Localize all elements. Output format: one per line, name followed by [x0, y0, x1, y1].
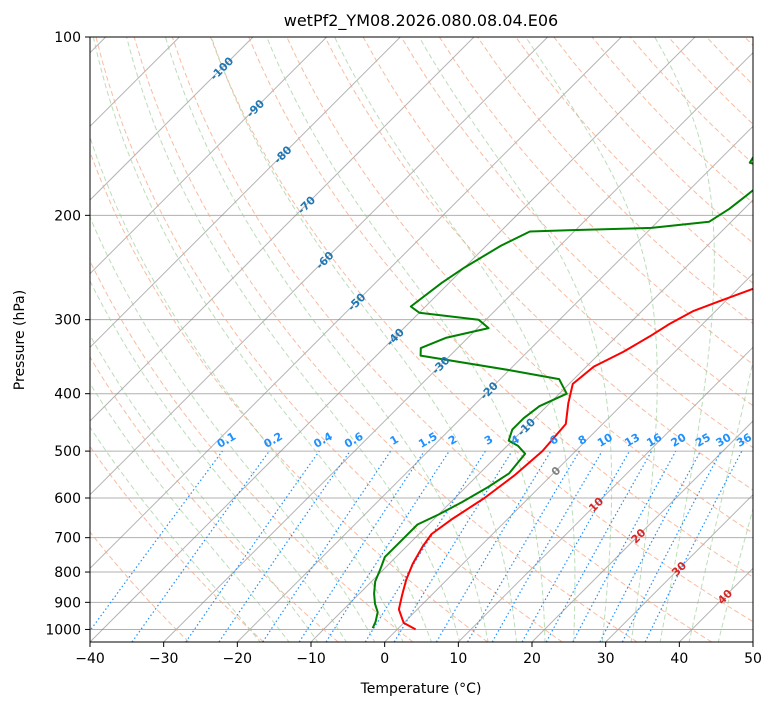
y-tick-label: 1000: [45, 622, 81, 638]
x-tick-label: 30: [597, 651, 615, 667]
y-tick-label: 600: [54, 491, 81, 507]
x-tick-label: 10: [449, 651, 467, 667]
x-tick-label: −30: [149, 651, 179, 667]
y-tick-label: 400: [54, 387, 81, 403]
moist-adiabat: [210, 37, 518, 642]
dry-adiabat: [90, 356, 339, 642]
isotherm-gridline: [457, 346, 753, 642]
moist-adiabat: [525, 37, 658, 642]
moist-adiabat: [688, 358, 753, 642]
data-layer: [371, 155, 753, 631]
mixing-ratio-line: [90, 450, 223, 632]
moist-adiabat: [266, 37, 546, 642]
mixing-ratio-line: [185, 450, 320, 642]
moist-adiabat: [164, 37, 489, 642]
dry-adiabat: [90, 259, 414, 642]
mixing-ratio-line: [393, 450, 513, 642]
moist-adiabat: [90, 135, 404, 642]
dry-adiabat: [133, 37, 638, 642]
y-axis: 100 200 300 400 500 600 700 800 900 1000: [45, 30, 90, 638]
x-tick-label: 0: [380, 651, 389, 667]
moist-adiabat: [90, 426, 261, 642]
moist-adiabat: [90, 334, 319, 642]
isotherm-gridline: [90, 37, 696, 642]
moist-adiabat: [92, 37, 432, 642]
dry-adiabat: [248, 37, 753, 578]
moist-adiabat: [334, 37, 576, 642]
isotherm-gridline: [605, 493, 753, 642]
isotherm-gridline: [90, 37, 475, 422]
moist-adiabat: [418, 37, 613, 642]
mixing-ratio-line: [262, 450, 392, 642]
y-tick-label: 200: [54, 208, 81, 224]
dry-adiabat: [515, 37, 753, 284]
mixing-ratio-line: [644, 450, 743, 642]
y-tick-label: 100: [54, 30, 81, 46]
dry-adiabat: [90, 150, 488, 642]
x-tick-label: 40: [670, 651, 688, 667]
dry-adiabat: [90, 445, 264, 642]
isotherm-gridline: [90, 37, 622, 570]
y-axis-label: Pressure (hPa): [12, 290, 28, 390]
isotherm-gridline: [531, 420, 753, 642]
x-axis: −40 −30 −20 −10 0 10 20 30 40 50: [75, 642, 762, 667]
chart-title: wetPf2_YM08.2026.080.08.04.E06: [284, 11, 558, 31]
mixing-ratio-line: [521, 450, 631, 642]
moist-adiabat: [654, 37, 715, 642]
isotherm-gridline: [90, 37, 401, 349]
y-tick-label: 700: [54, 531, 81, 547]
isotherm-gridline: [90, 37, 254, 201]
isotherm-gridline: [90, 37, 328, 275]
y-tick-label: 300: [54, 313, 81, 329]
mixing-ratio-line: [298, 450, 425, 642]
mixing-ratio-line: [572, 450, 677, 642]
moist-adiabat: [90, 382, 290, 642]
moist-adiabat: [126, 37, 461, 642]
dry-adiabat: [95, 37, 563, 642]
y-tick-label: 800: [54, 565, 81, 581]
isotherm-gridline: [236, 125, 753, 642]
moist-adiabat: [717, 506, 753, 642]
x-tick-label: 50: [744, 651, 762, 667]
plot-frame: [89, 36, 754, 643]
x-tick-label: 20: [523, 651, 541, 667]
x-tick-label: −10: [296, 651, 326, 667]
isotherm-gridline: [163, 51, 753, 642]
moist-adiabat: [90, 215, 376, 642]
mixing-ratio-label: 36: [734, 431, 754, 450]
dry-adiabat: [171, 37, 712, 642]
y-tick-label: 900: [54, 595, 81, 611]
grid-layer: [90, 37, 753, 642]
dry-adiabat: [400, 37, 753, 407]
isotherm-gridline: [90, 37, 549, 496]
mixing-ratio-line: [218, 450, 351, 642]
dewpoint-profile: [371, 155, 753, 629]
x-tick-label: −20: [223, 651, 253, 667]
dry-adiabat: [438, 37, 753, 366]
x-tick-label: −40: [75, 651, 105, 667]
y-tick-label: 500: [54, 444, 81, 460]
isotherm-gridline: [384, 272, 753, 642]
temperature-profile: [397, 287, 753, 631]
dry-adiabat: [210, 37, 753, 623]
x-axis-label: Temperature (°C): [360, 681, 482, 697]
mixing-ratio-line: [545, 450, 653, 642]
mixing-ratio-line: [325, 450, 450, 642]
dry-adiabat: [324, 37, 753, 491]
dry-adiabat: [90, 531, 190, 642]
mixing-ratio-line: [131, 450, 270, 642]
